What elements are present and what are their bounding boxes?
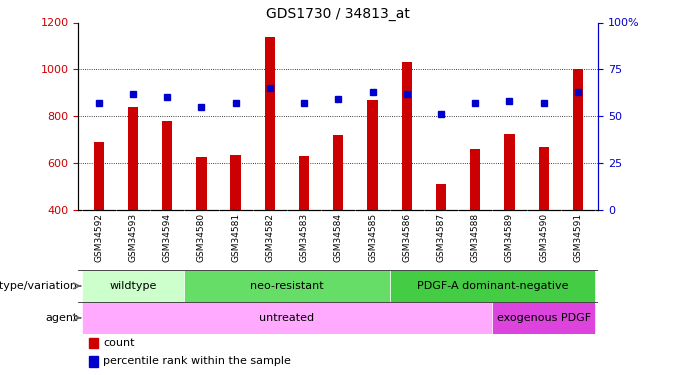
Bar xyxy=(299,156,309,210)
Text: GSM34588: GSM34588 xyxy=(471,213,479,262)
Bar xyxy=(573,69,583,210)
Text: GSM34584: GSM34584 xyxy=(334,213,343,262)
Text: GSM34591: GSM34591 xyxy=(573,213,582,262)
Bar xyxy=(470,149,480,210)
Bar xyxy=(436,184,446,210)
Text: GSM34582: GSM34582 xyxy=(265,213,274,262)
Bar xyxy=(539,147,549,210)
Text: GSM34583: GSM34583 xyxy=(300,213,309,262)
Text: GSM34589: GSM34589 xyxy=(505,213,514,262)
Text: GSM34587: GSM34587 xyxy=(437,213,445,262)
Text: PDGF-A dominant-negative: PDGF-A dominant-negative xyxy=(417,281,568,291)
Bar xyxy=(88,356,98,367)
Text: neo-resistant: neo-resistant xyxy=(250,281,324,291)
Text: GSM34590: GSM34590 xyxy=(539,213,548,262)
Bar xyxy=(82,302,492,334)
Bar xyxy=(492,302,595,334)
Text: percentile rank within the sample: percentile rank within the sample xyxy=(103,357,291,366)
Bar xyxy=(231,155,241,210)
Text: agent: agent xyxy=(45,313,78,323)
Bar xyxy=(94,142,104,210)
Bar xyxy=(367,100,377,210)
Text: GSM34592: GSM34592 xyxy=(95,213,103,262)
Bar xyxy=(184,270,390,302)
Text: GSM34585: GSM34585 xyxy=(368,213,377,262)
Bar xyxy=(505,134,515,210)
Bar xyxy=(82,270,184,302)
Text: GSM34593: GSM34593 xyxy=(129,213,137,262)
Bar xyxy=(402,62,412,210)
Text: untreated: untreated xyxy=(259,313,315,323)
Bar xyxy=(197,157,207,210)
Bar xyxy=(390,270,595,302)
Text: GSM34581: GSM34581 xyxy=(231,213,240,262)
Bar xyxy=(162,121,172,210)
Title: GDS1730 / 34813_at: GDS1730 / 34813_at xyxy=(267,8,410,21)
Bar xyxy=(265,37,275,210)
Bar xyxy=(333,135,343,210)
Bar xyxy=(88,338,98,348)
Text: GSM34580: GSM34580 xyxy=(197,213,206,262)
Text: exogenous PDGF: exogenous PDGF xyxy=(496,313,591,323)
Text: GSM34594: GSM34594 xyxy=(163,213,171,262)
Text: genotype/variation: genotype/variation xyxy=(0,281,78,291)
Text: GSM34586: GSM34586 xyxy=(403,213,411,262)
Text: count: count xyxy=(103,338,135,348)
Text: wildtype: wildtype xyxy=(109,281,156,291)
Bar xyxy=(128,107,138,210)
